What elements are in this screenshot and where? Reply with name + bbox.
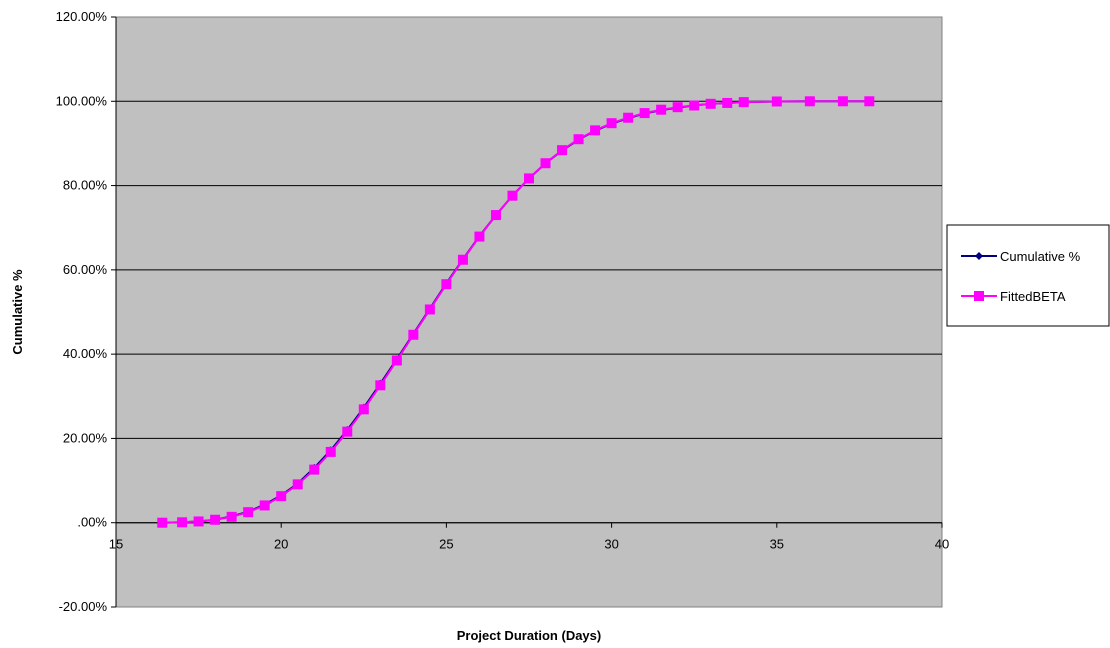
y-tick-label: 40.00%: [63, 346, 108, 361]
y-tick-label: 60.00%: [63, 262, 108, 277]
data-point: [507, 190, 518, 201]
data-point: [623, 112, 634, 123]
data-point: [722, 97, 733, 108]
data-point: [689, 100, 700, 111]
data-point: [259, 500, 270, 511]
legend: Cumulative % FittedBETA: [946, 224, 1110, 327]
data-point: [358, 404, 369, 415]
y-tick-label: 100.00%: [56, 93, 108, 108]
y-tick-label: .00%: [77, 515, 107, 530]
data-point: [738, 97, 749, 108]
data-point: [771, 96, 782, 107]
data-point: [557, 145, 568, 156]
series-line: [162, 100, 870, 524]
data-point: [672, 102, 683, 113]
data-point: [408, 329, 419, 340]
legend-box: [946, 224, 1110, 327]
legend-item: Cumulative %: [961, 249, 1081, 264]
x-tick-label: 25: [439, 537, 453, 552]
data-point: [391, 355, 402, 366]
x-tick-label: 30: [604, 537, 618, 552]
data-point: [177, 517, 188, 528]
x-tick-label: 15: [109, 537, 123, 552]
x-tick-label: 40: [935, 537, 949, 552]
data-point: [309, 464, 320, 475]
y-tick-label: -20.00%: [59, 599, 108, 614]
x-tick-label: 35: [770, 537, 784, 552]
series-2: [157, 96, 875, 528]
data-point: [524, 173, 534, 184]
data-point: [292, 479, 303, 490]
data-point: [573, 134, 584, 145]
y-tick-label: 80.00%: [63, 178, 108, 193]
data-point: [639, 108, 650, 119]
data-point: [243, 507, 254, 518]
y-axis-title: Cumulative %: [10, 269, 25, 355]
data-point: [490, 210, 501, 221]
legend-label: Cumulative %: [1000, 249, 1081, 264]
y-tick-label: 20.00%: [63, 430, 108, 445]
data-point: [424, 304, 435, 315]
data-point: [375, 380, 386, 391]
data-point: [210, 514, 221, 525]
data-point: [590, 125, 601, 136]
data-point: [606, 118, 617, 129]
plot-area: [115, 16, 943, 608]
data-point: [457, 254, 468, 265]
data-point: [325, 446, 336, 457]
x-axis-title: Project Duration (Days): [457, 628, 601, 643]
data-point: [157, 517, 168, 528]
legend-marker: [975, 252, 983, 260]
data-point: [441, 279, 452, 290]
data-point: [342, 426, 353, 437]
data-point: [837, 96, 848, 107]
y-tick-label: 120.00%: [56, 9, 108, 24]
data-point: [540, 158, 551, 169]
data-point: [226, 511, 237, 522]
legend-label: FittedBETA: [1000, 289, 1066, 304]
legend-item: FittedBETA: [961, 289, 1066, 304]
data-point: [193, 516, 204, 527]
data-point: [474, 231, 485, 242]
x-tick-label: 20: [274, 537, 288, 552]
legend-marker: [974, 291, 984, 301]
data-point: [864, 96, 875, 107]
data-point: [276, 491, 287, 502]
data-point: [656, 104, 667, 115]
data-point: [804, 96, 815, 107]
data-point: [705, 98, 716, 109]
